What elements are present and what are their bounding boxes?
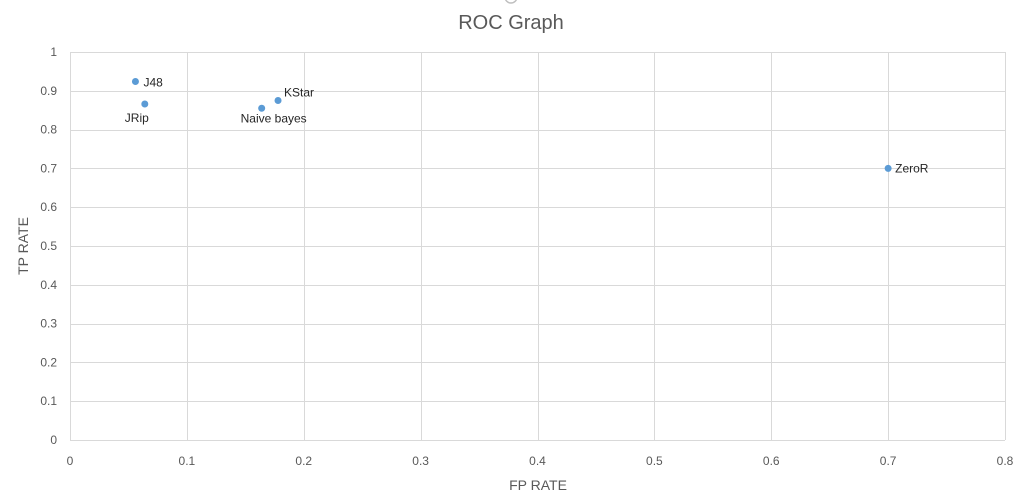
x-tick-label: 0.8: [997, 454, 1014, 468]
y-tick-label: 0.1: [40, 394, 57, 408]
x-tick-label: 0: [67, 454, 74, 468]
data-label: JRip: [125, 111, 149, 125]
data-point: [258, 104, 266, 112]
y-axis-title: TP RATE: [15, 217, 31, 275]
data-label: Naive bayes: [241, 111, 307, 125]
data-points: [131, 77, 892, 172]
data-label: J48: [143, 75, 163, 89]
x-tick-label: 0.3: [412, 454, 429, 468]
x-tick-labels: 0 0.1 0.2 0.3 0.4 0.5 0.6 0.7 0.8: [67, 454, 1014, 468]
y-tick-label: 0.9: [40, 84, 57, 98]
x-tick-label: 0.1: [179, 454, 196, 468]
y-tick-label: 1: [50, 45, 57, 59]
y-tick-label: 0.6: [40, 200, 57, 214]
x-axis-title: FP RATE: [509, 477, 567, 493]
y-tick-label: 0.7: [40, 161, 57, 175]
chart-title: ROC Graph: [458, 12, 564, 34]
x-tick-label: 0.7: [880, 454, 897, 468]
y-tick-labels: 0 0.1 0.2 0.3 0.4 0.5 0.6 0.7 0.8 0.9 1: [40, 45, 57, 447]
data-point: [141, 100, 149, 108]
chart-handle-icon: [504, 0, 518, 4]
x-tick-label: 0.6: [763, 454, 780, 468]
y-tick-label: 0.4: [40, 278, 57, 292]
y-tick-label: 0.8: [40, 123, 57, 137]
grid: [70, 52, 1006, 441]
x-tick-label: 0.4: [529, 454, 546, 468]
data-labels: J48 JRip KStar Naive bayes ZeroR: [125, 75, 929, 175]
y-tick-label: 0.3: [40, 317, 57, 331]
data-label: ZeroR: [895, 161, 929, 175]
x-tick-label: 0.5: [646, 454, 663, 468]
data-label: KStar: [284, 86, 314, 100]
data-point: [884, 164, 892, 172]
y-tick-label: 0.2: [40, 355, 57, 369]
y-tick-label: 0.5: [40, 239, 57, 253]
data-point: [274, 97, 282, 104]
y-tick-label: 0: [50, 433, 57, 447]
data-point: [131, 77, 139, 85]
x-tick-label: 0.2: [295, 454, 312, 468]
